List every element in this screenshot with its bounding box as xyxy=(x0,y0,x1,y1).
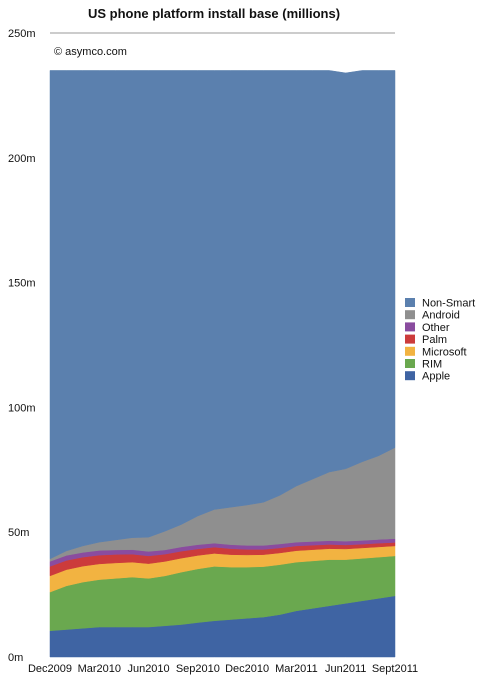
legend-label-rim: RIM xyxy=(422,359,442,371)
y-tick-label: 50m xyxy=(8,527,29,539)
legend-label-palm: Palm xyxy=(422,334,447,346)
legend-swatch-non-smart xyxy=(405,298,415,307)
legend-swatch-microsoft xyxy=(405,346,415,356)
x-tick-label: Jun2011 xyxy=(325,663,366,675)
x-tick-label: Sept2011 xyxy=(372,663,418,675)
legend-swatch-android xyxy=(405,310,415,320)
y-tick-label: 100m xyxy=(8,402,36,414)
y-axis: 0m 50m 100m 150m 200m 250m xyxy=(8,28,395,664)
legend-swatch-apple xyxy=(405,371,415,381)
x-tick-label: Mar2011 xyxy=(275,663,318,675)
chart-title: US phone platform install base (millions… xyxy=(88,6,340,21)
x-axis: Dec2009 Mar2010 Jun2010 Sep2010 Dec2010 Mar20… xyxy=(28,663,418,675)
x-tick-label: Sep2010 xyxy=(176,663,220,675)
legend: Non-SmartAndroidOtherPalmMicrosoftRIMApp… xyxy=(405,298,475,383)
x-tick-label: Dec2010 xyxy=(225,663,269,675)
area-non-smart xyxy=(49,70,396,560)
x-tick-label: Mar2010 xyxy=(78,663,121,675)
legend-label-android: Android xyxy=(422,310,460,322)
y-tick-label: 200m xyxy=(8,153,36,165)
x-tick-label: Jun2010 xyxy=(127,663,169,675)
y-tick-label: 150m xyxy=(8,278,36,290)
legend-swatch-rim xyxy=(405,359,415,368)
legend-swatch-other xyxy=(405,322,415,332)
legend-label-non-smart: Non-Smart xyxy=(422,298,475,310)
y-tick-label: 250m xyxy=(8,28,36,40)
plot-area xyxy=(49,70,396,658)
credit-text: © asymco.com xyxy=(54,46,127,58)
legend-label-apple: Apple xyxy=(422,371,450,383)
legend-label-microsoft: Microsoft xyxy=(422,346,467,358)
legend-swatch-palm xyxy=(405,334,415,344)
legend-label-other: Other xyxy=(422,322,450,334)
y-tick-label: 0m xyxy=(8,652,23,664)
x-tick-label: Dec2009 xyxy=(28,663,72,675)
